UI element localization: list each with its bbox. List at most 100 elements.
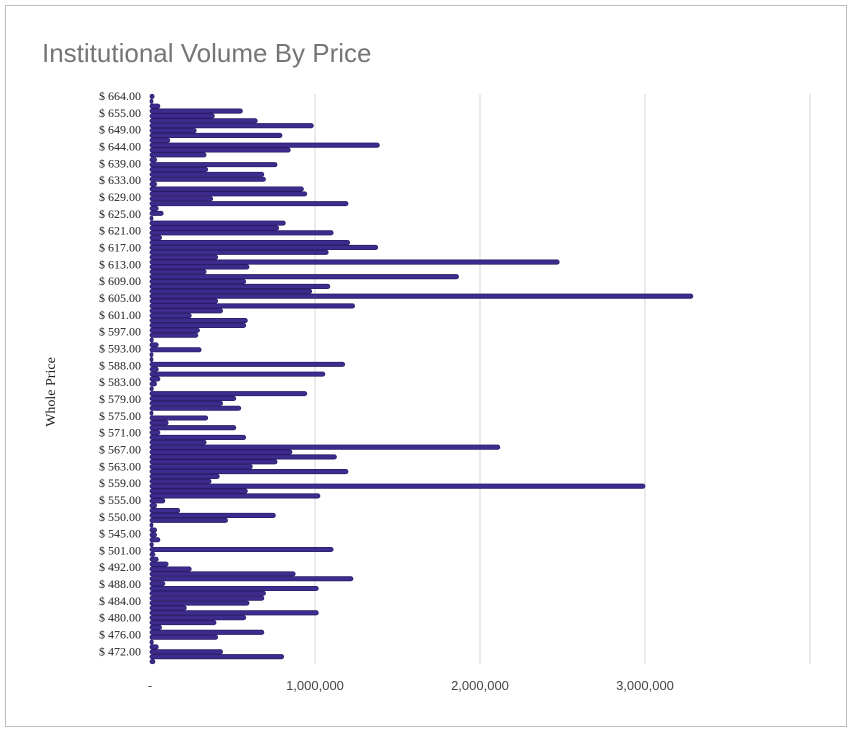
bar [149,571,296,577]
bar [149,532,157,538]
x-tick-label: 3,000,000 [616,678,674,693]
bar [149,210,164,216]
bar [149,576,354,582]
bar [149,634,219,640]
bar [149,337,154,343]
y-tick-label: $ 633.00 [99,173,141,187]
bar [149,259,560,265]
y-tick-label: $ 609.00 [99,274,141,288]
bar [149,171,265,177]
y-tick-label: $ 480.00 [99,611,141,625]
gridlines [314,94,811,664]
bar [149,240,351,246]
bar [149,522,154,528]
y-tick-label: $ 579.00 [99,392,141,406]
bar [149,313,192,319]
x-tick-label: 1,000,000 [286,678,344,693]
y-tick-label: $ 472.00 [99,644,141,658]
bar [149,542,154,548]
bar [149,654,285,660]
bar [149,132,283,138]
bar [149,537,161,543]
bar [149,434,247,440]
bar [149,400,223,406]
bar [149,546,334,553]
bar [149,464,253,470]
bar [149,298,219,304]
bar [149,98,154,104]
bar [149,108,243,114]
bars [149,93,694,665]
y-tick-label: $ 484.00 [99,594,141,608]
bar [149,503,157,509]
bar [149,113,215,119]
bar [149,274,459,280]
y-tick-label: $ 575.00 [99,409,141,423]
bar [149,439,207,445]
bar [149,527,157,533]
y-tick-label: $ 621.00 [99,224,141,238]
x-tick-label: 2,000,000 [451,678,509,693]
bar [149,610,319,616]
bar [149,103,161,109]
bar [149,356,154,363]
bar [149,386,154,392]
bar [149,430,161,436]
y-tick-label: $ 644.00 [99,139,141,153]
bar [149,629,265,635]
bar [149,142,380,148]
bar [149,152,207,158]
bar [149,410,154,416]
bar [149,649,223,655]
bar [149,181,157,187]
bar [149,220,286,226]
bar [149,176,266,182]
bar [149,620,217,626]
bar [149,459,278,465]
y-tick-label: $ 583.00 [99,375,141,389]
bar [149,581,166,587]
bar [149,249,329,255]
y-tick-label: $ 593.00 [99,341,141,355]
bar [149,590,266,596]
bar [149,303,356,309]
bar [149,595,265,601]
bar [149,615,247,621]
bar [149,508,181,514]
y-tick-label: $ 649.00 [99,123,141,137]
bar [149,254,219,260]
bar [149,659,156,665]
bar [149,244,379,250]
y-tick-label: $ 625.00 [99,207,141,221]
bar [149,128,197,134]
bar [149,347,202,353]
bar [149,283,331,289]
bar [149,566,192,572]
bar [149,512,276,518]
y-tick-label: $ 664.00 [99,89,141,103]
bar [149,137,171,143]
bar [149,605,187,611]
bar [149,322,247,328]
bar [149,405,242,411]
bar [149,454,337,460]
bar [149,269,207,275]
x-tick-labels: - 1,000,000 2,000,000 3,000,000 [148,678,674,693]
bar [149,449,293,455]
bar [149,279,247,285]
bar [149,469,349,475]
y-tick-label: $ 492.00 [99,560,141,574]
bar [149,551,156,557]
bar [149,444,501,450]
bar [149,162,278,168]
bar [149,186,304,192]
y-tick-label: $ 629.00 [99,190,141,204]
bar [149,230,334,236]
y-axis-label: Whole Price [44,357,59,427]
bar [149,352,154,358]
bar [149,293,694,299]
y-tick-label: $ 571.00 [99,426,141,440]
y-tick-label: $ 555.00 [99,493,141,507]
y-tick-label: $ 545.00 [99,527,141,541]
